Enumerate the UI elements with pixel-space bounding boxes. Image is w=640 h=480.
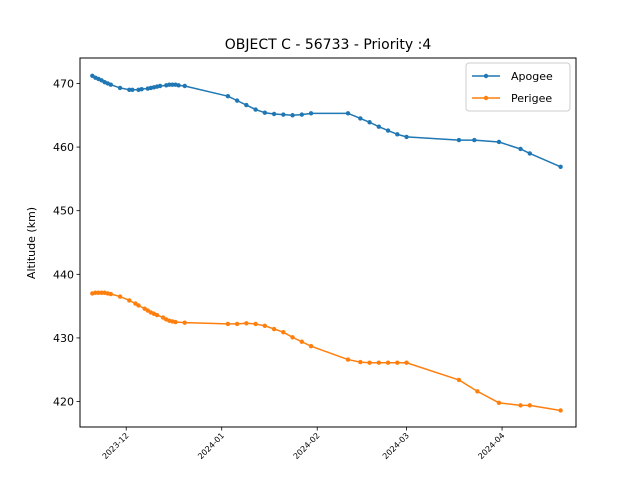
apogee-point bbox=[182, 83, 187, 89]
perigee-point bbox=[558, 408, 563, 413]
apogee-point bbox=[271, 111, 277, 117]
perigee-point bbox=[376, 360, 382, 365]
apogee-point bbox=[308, 111, 314, 116]
apogee-point bbox=[253, 107, 258, 112]
chart-title: OBJECT C - 56733 - Priority :4 bbox=[225, 37, 432, 53]
apogee-point bbox=[496, 139, 502, 145]
apogee-point bbox=[456, 137, 462, 143]
apogee-point bbox=[127, 87, 132, 93]
apogee-point bbox=[262, 110, 268, 115]
perigee-point bbox=[496, 400, 502, 406]
apogee-point bbox=[518, 146, 523, 152]
apogee-point bbox=[157, 83, 163, 89]
perigee-point bbox=[290, 335, 295, 340]
perigee-point bbox=[367, 360, 372, 365]
apogee-point bbox=[117, 85, 123, 91]
perigee-point bbox=[358, 359, 363, 365]
perigee-point bbox=[225, 321, 231, 327]
series-perigee bbox=[90, 290, 563, 413]
apogee-point bbox=[167, 82, 172, 87]
y-tick-label: 430 bbox=[53, 332, 74, 345]
apogee-point bbox=[472, 137, 477, 143]
perigee-point bbox=[271, 326, 277, 332]
perigee-point bbox=[127, 298, 132, 303]
legend-perigee-marker bbox=[483, 95, 489, 101]
legend-apogee-label: Apogee bbox=[511, 70, 553, 83]
perigee-point bbox=[182, 320, 187, 325]
y-tick-label: 440 bbox=[53, 268, 74, 281]
perigee-point bbox=[96, 290, 101, 295]
perigee-point bbox=[253, 321, 258, 327]
perigee-point bbox=[404, 360, 409, 365]
legend-box bbox=[465, 62, 571, 112]
y-tick-label: 450 bbox=[53, 205, 74, 218]
legend-apogee-marker bbox=[483, 73, 489, 79]
perigee-point bbox=[117, 294, 123, 299]
apogee-point bbox=[558, 164, 563, 169]
perigee-point bbox=[234, 321, 240, 327]
perigee-point bbox=[345, 357, 351, 362]
perigee-point bbox=[299, 339, 305, 344]
y-tick-label: 470 bbox=[53, 77, 74, 90]
apogee-point bbox=[130, 87, 135, 93]
perigee-point bbox=[527, 403, 532, 408]
perigee-point bbox=[154, 312, 160, 318]
legend: Apogee Perigee bbox=[465, 62, 571, 112]
apogee-point bbox=[244, 102, 249, 108]
apogee-point bbox=[290, 113, 295, 118]
series-layer bbox=[90, 73, 563, 413]
perigee-point bbox=[136, 303, 141, 308]
y-tick-label: 460 bbox=[53, 141, 74, 154]
apogee-line bbox=[91, 75, 561, 168]
apogee-point bbox=[367, 120, 372, 125]
axes-frame bbox=[79, 57, 577, 428]
apogee-point bbox=[395, 132, 400, 137]
perigee-point bbox=[518, 403, 523, 408]
apogee-point bbox=[176, 83, 181, 88]
perigee-point bbox=[262, 323, 268, 329]
apogee-point bbox=[376, 124, 382, 129]
perigee-point bbox=[281, 330, 286, 335]
y-axis: 420 430 440 450 460 470 bbox=[53, 77, 80, 409]
legend-perigee-label: Perigee bbox=[511, 92, 552, 105]
perigee-point bbox=[108, 291, 114, 297]
perigee-point bbox=[308, 344, 314, 349]
apogee-point bbox=[299, 112, 305, 117]
perigee-point bbox=[395, 360, 400, 365]
apogee-point bbox=[385, 128, 391, 133]
y-axis-label: Altitude (km) bbox=[25, 207, 38, 279]
y-tick-label: 420 bbox=[53, 396, 74, 409]
perigee-point bbox=[475, 389, 480, 394]
apogee-point bbox=[225, 93, 231, 99]
apogee-point bbox=[281, 112, 286, 117]
apogee-point bbox=[345, 111, 351, 116]
apogee-point bbox=[234, 98, 240, 103]
series-apogee bbox=[90, 73, 563, 169]
apogee-point bbox=[404, 134, 409, 140]
perigee-point bbox=[99, 290, 104, 295]
perigee-point bbox=[244, 321, 249, 326]
perigee-point bbox=[456, 377, 462, 383]
apogee-point bbox=[527, 151, 532, 156]
apogee-point bbox=[170, 82, 175, 87]
perigee-point bbox=[93, 290, 98, 295]
apogee-point bbox=[358, 116, 363, 121]
perigee-point bbox=[385, 360, 391, 365]
perigee-point bbox=[173, 319, 178, 325]
apogee-point bbox=[139, 86, 144, 92]
apogee-point bbox=[108, 82, 114, 87]
